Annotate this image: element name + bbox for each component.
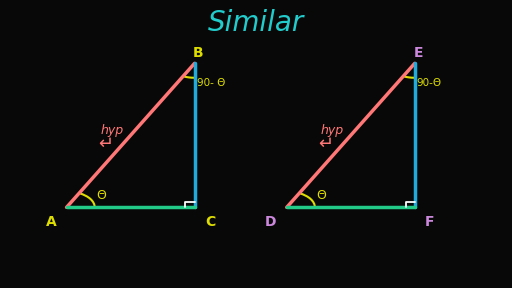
Text: C: C	[205, 215, 215, 229]
Text: Θ: Θ	[316, 189, 327, 202]
Text: B: B	[193, 46, 204, 60]
Text: Similar: Similar	[208, 9, 304, 37]
Text: Θ: Θ	[96, 189, 106, 202]
Text: 90-Θ: 90-Θ	[417, 78, 442, 88]
Text: ↵: ↵	[98, 135, 113, 153]
Text: hyp: hyp	[321, 124, 344, 137]
Text: A: A	[46, 215, 56, 229]
Text: D: D	[265, 215, 276, 229]
Text: E: E	[414, 46, 423, 60]
Text: ↵: ↵	[318, 135, 333, 153]
Text: F: F	[425, 215, 435, 229]
Text: 90- Θ: 90- Θ	[197, 78, 225, 88]
Text: hyp: hyp	[101, 124, 124, 137]
